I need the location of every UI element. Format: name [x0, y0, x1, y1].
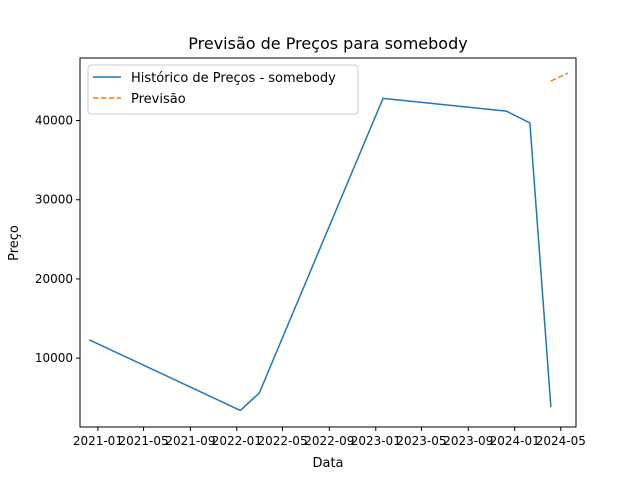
y-tick-label: 20000 — [35, 272, 73, 286]
y-tick-label: 10000 — [35, 351, 73, 365]
chart-title: Previsão de Preços para somebody — [188, 34, 467, 53]
x-axis-ticks: 2021-012021-052021-092022-012022-052022-… — [73, 427, 586, 448]
x-axis-label: Data — [312, 456, 343, 471]
x-tick-label: 2022-09 — [304, 434, 354, 448]
legend-box — [87, 64, 359, 115]
x-tick-label: 2021-05 — [118, 434, 168, 448]
x-tick-label: 2021-09 — [165, 434, 215, 448]
x-tick-label: 2023-05 — [396, 434, 446, 448]
x-tick-label: 2024-01 — [490, 434, 540, 448]
y-tick-label: 30000 — [35, 193, 73, 207]
series-line-history — [89, 97, 552, 412]
plot-lines — [89, 72, 569, 412]
x-tick-label: 2022-01 — [212, 434, 262, 448]
legend-forecast-label: Previsão — [131, 92, 186, 107]
y-tick-label: 40000 — [35, 114, 73, 128]
x-tick-label: 2023-09 — [443, 434, 493, 448]
x-tick-label: 2024-05 — [536, 434, 586, 448]
plot-frame — [79, 57, 577, 428]
x-tick-label: 2023-01 — [351, 434, 401, 448]
x-tick-label: 2021-01 — [73, 434, 123, 448]
legend: Histórico de Preços - somebody Previsão — [87, 64, 359, 115]
legend-history-label: Histórico de Preços - somebody — [131, 71, 336, 86]
y-axis-ticks: 10000 20000 30000 40000 — [35, 114, 80, 365]
y-axis-label: Preço — [7, 225, 22, 261]
series-line-forecast — [550, 72, 569, 82]
x-tick-label: 2022-05 — [257, 434, 307, 448]
